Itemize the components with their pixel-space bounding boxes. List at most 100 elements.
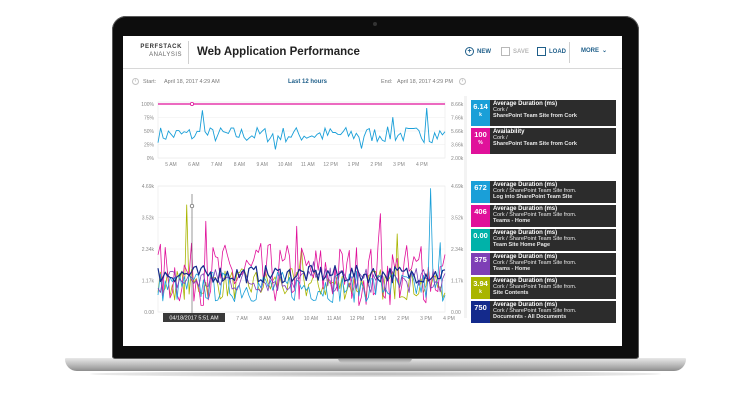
metric-title: Average Duration (ms): [493, 254, 558, 260]
top-bar: PERFSTACK ANALYSIS Web Application Perfo…: [123, 36, 622, 69]
top-x-tick: 9 AM: [256, 162, 267, 168]
top-right-tick: 2.00k: [451, 156, 464, 162]
laptop-notch: [338, 358, 412, 363]
folder-icon: [537, 47, 546, 56]
metric-source: Cork / SharePoint Team Site from.: [493, 188, 577, 194]
end-value[interactable]: April 18, 2017 4:29 PM: [397, 79, 453, 85]
cursor-marker: [189, 203, 195, 209]
metric-description: Average Duration (ms) Cork / SharePoint Te…: [493, 101, 614, 119]
start-value[interactable]: April 18, 2017 4:29 AM: [164, 79, 220, 85]
top-left-tick: 75%: [144, 116, 155, 122]
metric-source: Cork / SharePoint Team Site from.: [493, 260, 577, 266]
top-right-tick: 8.66k: [451, 102, 464, 108]
metric-value: 406: [474, 207, 487, 216]
metric-value: 100: [474, 130, 487, 139]
bottom-x-tick: 2 PM: [397, 316, 409, 322]
top-chart-area: [157, 101, 446, 159]
metric-card[interactable]: 3.94 k Average Duration (ms) Cork / SharePo…: [471, 277, 616, 299]
metric-card[interactable]: 375 Average Duration (ms) Cork / SharePoin…: [471, 253, 616, 275]
metric-target: Documents - All Documents: [493, 314, 567, 320]
cursor-tooltip-label: 04/18/2017 5:51 AM: [169, 316, 219, 322]
metric-title: Average Duration (ms): [493, 302, 558, 308]
metric-target: Team Site Home Page: [493, 242, 551, 248]
availability-marker: [190, 102, 195, 107]
bottom-x-tick: 11 AM: [327, 316, 341, 322]
metric-value-badge: 406: [471, 205, 490, 227]
top-x-tick: 6 AM: [188, 162, 199, 168]
metric-description: Availability Cork / SharePoint Team Site …: [493, 129, 614, 147]
duration-series-line: [157, 107, 446, 150]
metric-description: Average Duration (ms) Cork / SharePoint T…: [493, 206, 614, 224]
metric-value: 750: [474, 303, 487, 312]
time-back-icon[interactable]: ‹: [132, 78, 139, 85]
cursor-tooltip-bg: [163, 313, 225, 322]
metric-value-badge: 0.00: [471, 229, 490, 251]
top-x-tick: 1 PM: [348, 162, 360, 168]
top-x-tick: 10 AM: [278, 162, 292, 168]
metric-value-badge: 3.94 k: [471, 277, 490, 299]
metric-description: Average Duration (ms) Cork / SharePoint T…: [493, 182, 614, 200]
metric-card[interactable]: 750 Average Duration (ms) Cork / SharePoin…: [471, 301, 616, 323]
save-disk-icon: [501, 47, 510, 56]
metric-card[interactable]: 100% Availability Cork / SharePoint Team S…: [471, 128, 616, 154]
bottom-right-tick: 4.69k: [451, 184, 464, 190]
metric-value-badge: 375: [471, 253, 490, 275]
blue-series-line: [157, 188, 446, 303]
end-label: End:: [381, 79, 393, 85]
metric-target: SharePoint Team Site from Cork: [493, 113, 577, 119]
bottom-x-tick: 10 AM: [304, 316, 318, 322]
top-left-tick: 0%: [147, 156, 155, 162]
metric-title: Average Duration (ms): [493, 101, 558, 107]
metric-value-badge: 100%: [471, 128, 490, 154]
brand-divider: [188, 41, 189, 64]
brand-line1: PERFSTACK: [140, 44, 182, 50]
top-x-tick: 7 AM: [211, 162, 222, 168]
metric-value: 3.94: [473, 279, 488, 288]
metric-card[interactable]: 0.00 Average Duration (ms) Cork / SharePoi…: [471, 229, 616, 251]
metric-target: SharePoint Team Site from Cork: [493, 141, 577, 147]
bottom-x-tick: 4 PM: [443, 316, 455, 322]
metric-target: Log into SharePoint Team Site: [493, 194, 573, 200]
metric-value: 6.14: [473, 102, 488, 111]
metric-value: 375: [474, 255, 487, 264]
plus-circle-icon: +: [465, 47, 474, 56]
top-x-tick: 4 PM: [416, 162, 428, 168]
bottom-right-tick: 1.17k: [451, 279, 464, 285]
top-x-tick: 12 PM: [323, 162, 337, 168]
new-button[interactable]: + NEW: [465, 47, 491, 56]
bottom-right-tick: 2.34k: [451, 247, 464, 253]
start-label: Start:: [143, 79, 157, 85]
top-x-tick: 11 AM: [301, 162, 315, 168]
top-right-tick: 5.66k: [451, 129, 464, 135]
bottom-left-tick: 0.00: [144, 310, 154, 316]
top-x-tick: 3 PM: [393, 162, 405, 168]
toolbar-divider: [569, 42, 570, 63]
metric-source: Cork / SharePoint Team Site from.: [493, 284, 577, 290]
chart-scroll-strip: [464, 96, 467, 318]
bottom-left-tick: 3.52k: [142, 216, 155, 222]
metrics-charts[interactable]: 100% 8.66k 75% 7.66k 50% 5.66k 25% 3.66k 0% 2.00k…: [123, 36, 468, 346]
top-left-tick: 25%: [144, 143, 155, 149]
load-button[interactable]: LOAD: [537, 47, 566, 56]
bottom-left-tick: 2.34k: [142, 247, 155, 253]
top-right-tick: 7.66k: [451, 116, 464, 122]
time-range-bar: ‹ Start: April 18, 2017 4:29 AM Last 12 …: [123, 70, 622, 92]
bottom-x-tick: 12 PM: [350, 316, 364, 322]
time-range-selector[interactable]: Last 12 hours: [288, 79, 328, 85]
top-x-tick: 8 AM: [234, 162, 245, 168]
brand-line2: ANALYSIS: [149, 52, 182, 58]
save-button[interactable]: SAVE: [501, 47, 529, 56]
bottom-x-tick: 3 PM: [420, 316, 432, 322]
more-menu-button[interactable]: MORE ⌄: [581, 47, 607, 55]
bottom-left-tick: 4.69k: [142, 184, 155, 190]
brand-logo: PERFSTACK ANALYSIS: [132, 44, 182, 58]
metric-card[interactable]: 6.14 k Average Duration (ms) Cork / SharePoi…: [471, 100, 616, 126]
metric-value: 0.00: [473, 231, 488, 240]
metric-card[interactable]: 406 Average Duration (ms) Cork / SharePoin…: [471, 205, 616, 227]
metric-card[interactable]: 672 Average Duration (ms) Cork / SharePoin…: [471, 181, 616, 203]
top-left-tick: 50%: [144, 129, 155, 135]
load-label: LOAD: [549, 48, 566, 55]
new-label: NEW: [477, 48, 491, 55]
laptop-shadow: [90, 371, 661, 377]
time-forward-icon[interactable]: ›: [459, 78, 466, 85]
